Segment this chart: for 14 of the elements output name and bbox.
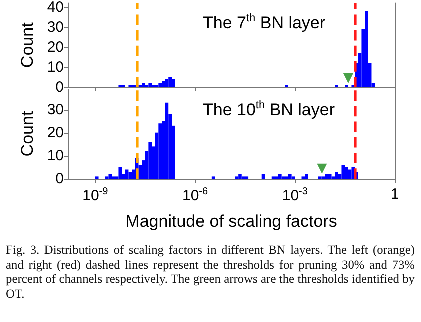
y-tick-label: 20 (47, 124, 64, 142)
y-tick-label: 30 (47, 18, 64, 36)
caption: Fig. 3. Distributions of scaling factors in different BN layers. The left (orange) and right (red) dashed lines represent the thresholds for pruning 30% and 73% percent of channels respectively. The green arrows are the thresholds identified by OT. (6, 243, 415, 301)
y-tick-label: 10 (47, 58, 64, 76)
y-axis-title: Count (18, 111, 37, 157)
x-axis-title: Magnitude of scaling factors (126, 212, 338, 231)
y-tick-label: 0 (56, 170, 64, 188)
y-tick-label: 0 (56, 79, 64, 96)
x-tick-label: 1 (390, 186, 400, 203)
y-tick-label: 10 (47, 147, 64, 164)
y-tick-label: 30 (47, 101, 64, 118)
y-tick-label: 20 (47, 38, 64, 56)
y-axis-title: Count (18, 22, 37, 68)
y-tick-label: 40 (47, 0, 64, 16)
